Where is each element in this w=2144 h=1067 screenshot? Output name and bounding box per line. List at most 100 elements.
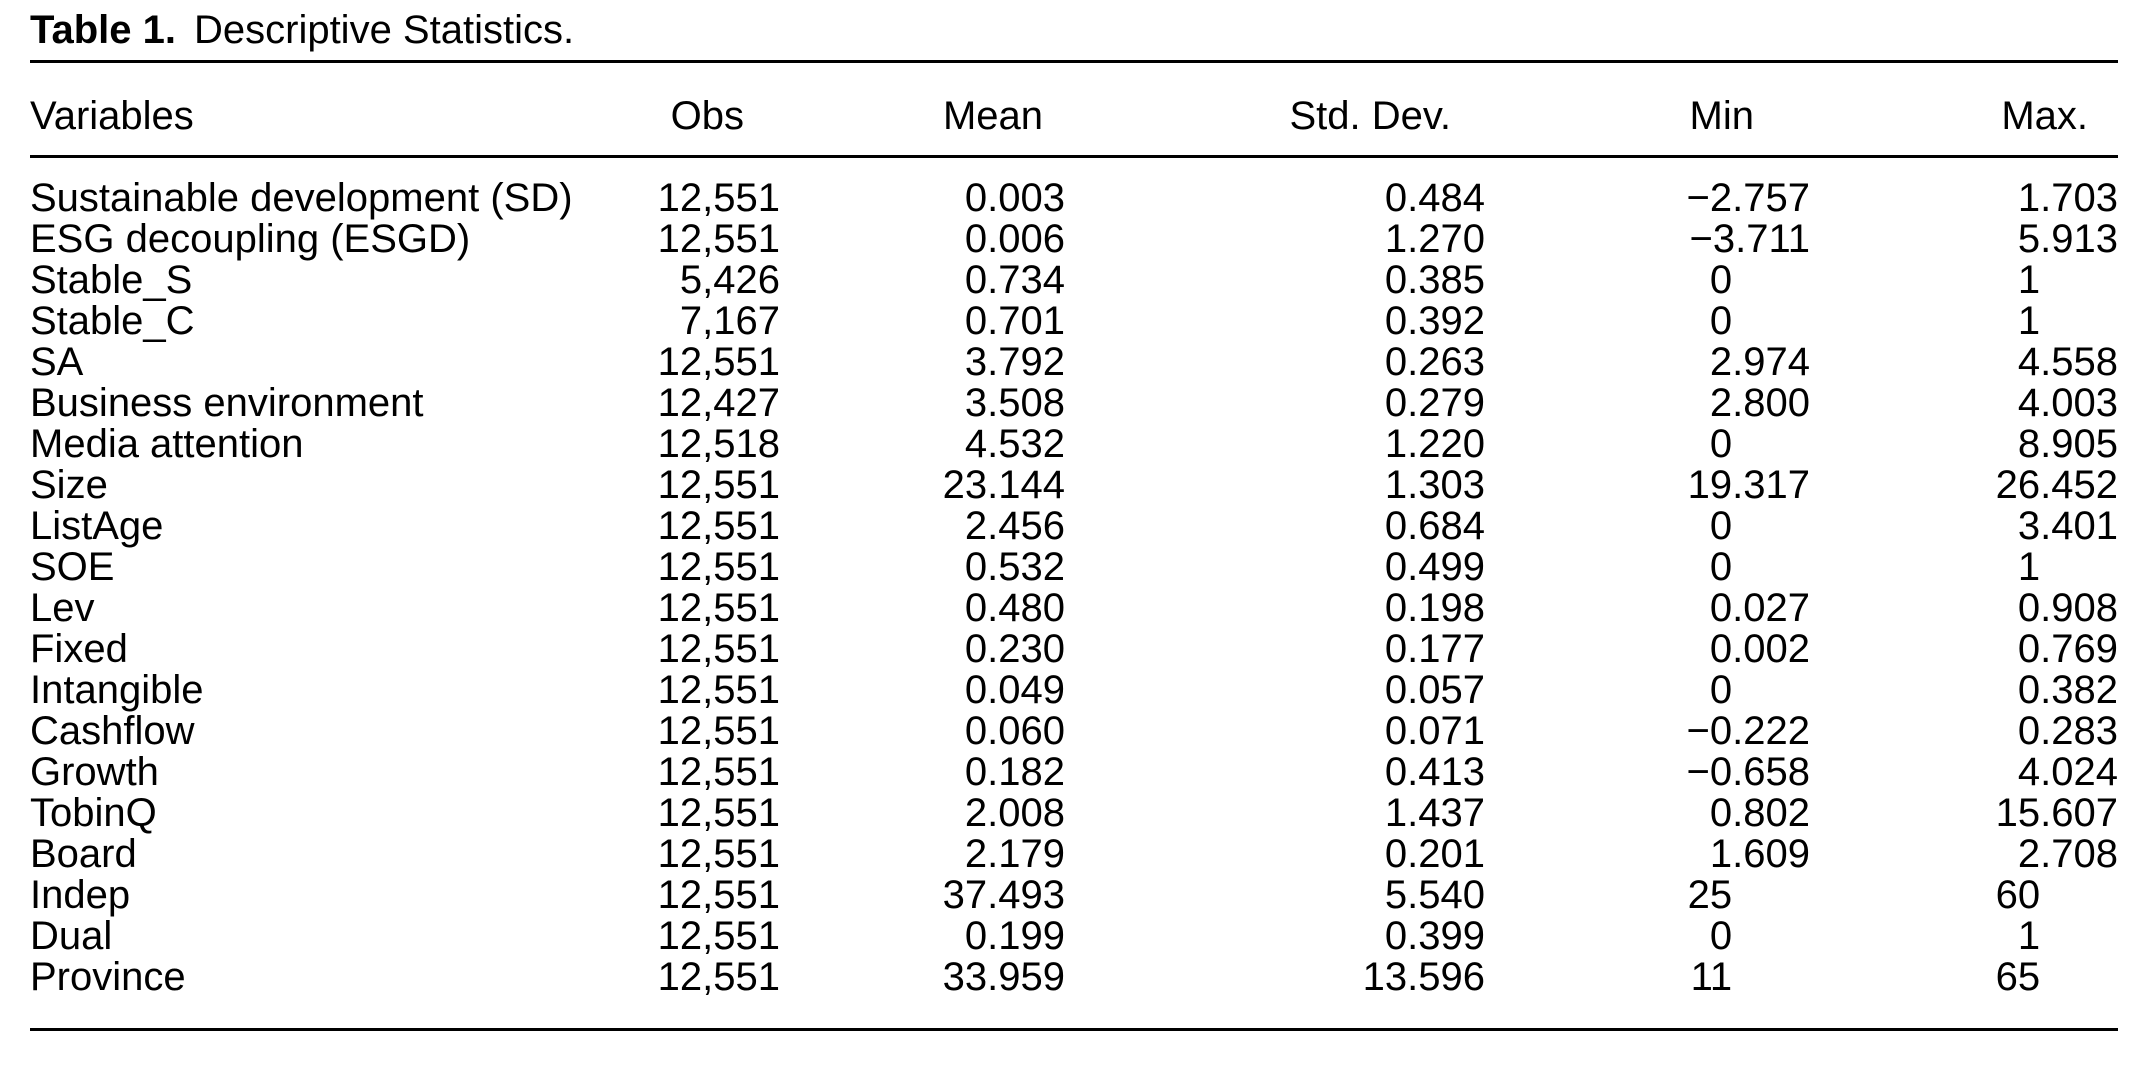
variable-name-cell: Fixed [30,627,128,671]
table-header: Variables Obs Mean Std. Dev. Min Max. [30,60,2118,158]
value-cell: 37.493 [942,873,1065,917]
column-header-variables: Variables [30,60,640,158]
value-cell: 12,427 [657,381,780,425]
table-row: Province 12,551 33.959 13.596 11 65 [30,957,2118,1031]
value-cell: 33.959 [780,957,1065,1031]
value-cell: 0.392 [1384,299,1485,343]
value-cell: 12,551 [657,586,780,630]
column-header-min: Min [1485,60,1810,158]
table-row: Lev 12,551 0.480 0.198 0.027 0.908 [30,588,2118,629]
value-cell: 0.734 [964,258,1065,302]
table-caption: Table 1. Descriptive Statistics. [30,8,2118,52]
table-row: Intangible 12,551 0.049 0.057 0 0.382 [30,670,2118,711]
value-cell: 0.182 [964,750,1065,794]
value-cell: −3.711 [1689,217,1811,261]
value-cell: 4.558 [2017,340,2118,384]
value-cell: 0.199 [964,914,1065,958]
value-cell: 0.177 [1384,627,1485,671]
table-row: ESG decoupling (ESGD) 12,551 0.006 1.270 −3.… [30,219,2118,260]
value-cell: 0.003 [964,176,1065,220]
value-cell: 0.382 [2017,668,2118,712]
value-cell: 0.769 [2017,627,2118,671]
value-cell: 0 [1709,504,1733,548]
table-row: Cashflow 12,551 0.060 0.071 −0.222 0.283 [30,711,2118,752]
value-cell: 12,551 [657,217,780,261]
table-row: ListAge 12,551 2.456 0.684 0 3.401 [30,506,2118,547]
value-cell: 12,551 [657,340,780,384]
table-row: Stable_S 5,426 0.734 0.385 0 1 [30,260,2118,301]
value-cell: 0 [1709,545,1733,589]
value-cell: 12,551 [657,545,780,589]
value-cell: 0.283 [2017,709,2118,753]
value-cell: 0.198 [1384,586,1485,630]
value-cell: 0.002 [1709,627,1810,671]
value-cell: 1.703 [2017,176,2118,220]
table-row: Sustainable development (SD) 12,551 0.003 0… [30,157,2118,220]
variable-name-cell: Board [30,832,137,876]
variable-name-cell: SA [30,340,84,384]
value-cell: 13.596 [1065,957,1485,1031]
value-cell: 0.908 [2017,586,2118,630]
value-cell: 1.220 [1384,422,1485,466]
value-cell: 7,167 [679,299,780,343]
variable-name-cell: Stable_C [30,299,195,343]
variable-name-cell: Sustainable development (SD) [30,176,573,220]
value-cell: 0.701 [964,299,1065,343]
value-cell: 5,426 [679,258,780,302]
variable-name-cell: Intangible [30,668,204,712]
value-cell: 12,551 [657,832,780,876]
table-row: Board 12,551 2.179 0.201 1.609 2.708 [30,834,2118,875]
value-cell: 0.684 [1384,504,1485,548]
table-row: Business environment 12,427 3.508 0.279 2.80… [30,383,2118,424]
value-cell: 0 [1709,258,1733,302]
column-header-std-dev: Std. Dev. [1065,60,1485,158]
value-cell: 1 [2017,258,2041,302]
value-cell: 12,551 [657,504,780,548]
value-cell: 0.060 [964,709,1065,753]
variable-name-cell: ESG decoupling (ESGD) [30,217,471,261]
value-cell: 2.179 [964,832,1065,876]
variable-name-cell: Province [30,957,640,1031]
column-header-mean: Mean [780,60,1065,158]
value-cell: 12,551 [657,750,780,794]
variable-name-cell: TobinQ [30,791,157,835]
value-cell: 1.303 [1384,463,1485,507]
table-row: Stable_C 7,167 0.701 0.392 0 1 [30,301,2118,342]
value-cell: 0.263 [1384,340,1485,384]
table-caption-label: Table 1. [30,8,176,52]
value-cell: 12,551 [657,668,780,712]
value-cell: 12,551 [657,176,780,220]
variable-name-cell: Dual [30,914,113,958]
variable-name-cell: Size [30,463,108,507]
value-cell: 12,551 [657,791,780,835]
value-cell: 3.401 [2017,504,2118,548]
value-cell: 0.802 [1709,791,1810,835]
column-header-obs: Obs [640,60,780,158]
value-cell: 12,518 [657,422,780,466]
table-row: Dual 12,551 0.199 0.399 0 1 [30,916,2118,957]
value-cell: 0.532 [964,545,1065,589]
variable-name-cell: SOE [30,545,115,589]
value-cell: 15.607 [1995,791,2118,835]
value-cell: 0.201 [1384,832,1485,876]
value-cell: 4.024 [2017,750,2118,794]
value-cell: 1 [2017,914,2041,958]
value-cell: 0.385 [1384,258,1485,302]
table-row: SOE 12,551 0.532 0.499 0 1 [30,547,2118,588]
value-cell: 26.452 [1995,463,2118,507]
value-cell: 12,551 [657,709,780,753]
value-cell: 0.057 [1384,668,1485,712]
table-row: Indep 12,551 37.493 5.540 25 60 [30,875,2118,916]
value-cell: 60 [1995,873,2041,917]
variable-name-cell: ListAge [30,504,164,548]
value-cell: 1 [2017,545,2041,589]
value-cell: 0.230 [964,627,1065,671]
value-cell: 2.008 [964,791,1065,835]
value-cell: 12,551 [657,914,780,958]
value-cell: 11 [1485,957,1810,1031]
header-row: Variables Obs Mean Std. Dev. Min Max. [30,60,2118,158]
variable-name-cell: Lev [30,586,95,630]
variable-name-cell: Stable_S [30,258,193,302]
value-cell: 0 [1709,914,1733,958]
